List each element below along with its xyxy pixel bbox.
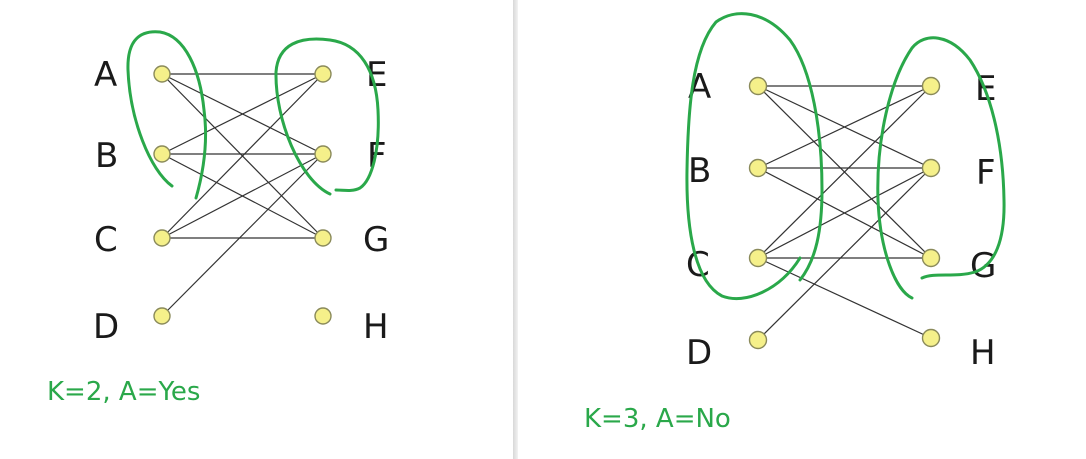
right-group-efg-circle	[876, 36, 1006, 300]
node-e	[314, 65, 332, 83]
label-h: H	[970, 333, 996, 373]
edge-c-e	[757, 85, 932, 259]
panel-divider	[513, 0, 518, 459]
edge-c-f	[161, 153, 324, 239]
left-graph: A B C D E F G H K=2, A=Yes	[47, 30, 389, 407]
node-a	[153, 65, 171, 83]
right-edges	[757, 85, 932, 341]
node-e	[921, 76, 941, 96]
edge-c-e	[161, 73, 324, 239]
node-b	[748, 158, 768, 178]
right-caption: K=3, A=No	[584, 404, 731, 434]
left-edges	[161, 73, 324, 317]
node-h	[921, 328, 941, 348]
left-caption: K=2, A=Yes	[47, 377, 200, 407]
node-c	[153, 229, 171, 247]
edge-b-e	[161, 73, 324, 155]
edge-c-f	[757, 167, 932, 259]
label-c: C	[94, 220, 118, 260]
left-group-ef-circle	[274, 37, 380, 196]
node-d	[153, 307, 171, 325]
label-b: B	[95, 136, 118, 176]
left-group-ab-circle	[126, 30, 208, 200]
node-h	[314, 307, 332, 325]
right-graph: A B C D E F G H K=3, A=No	[584, 12, 1006, 434]
edge-d-f	[161, 153, 324, 317]
edge-b-e	[757, 85, 932, 169]
label-d: D	[93, 307, 119, 347]
label-a: A	[94, 55, 117, 95]
label-e: E	[366, 55, 387, 95]
label-h: H	[363, 307, 389, 347]
label-b: B	[688, 151, 711, 191]
node-b	[153, 145, 171, 163]
edge-d-f	[757, 167, 932, 341]
node-c	[748, 248, 768, 268]
label-d: D	[686, 333, 712, 373]
right-group-abc-circle	[685, 12, 824, 301]
node-g	[314, 229, 332, 247]
node-a	[748, 76, 768, 96]
node-f	[314, 145, 332, 163]
node-g	[921, 248, 941, 268]
label-g: G	[363, 220, 389, 260]
label-f: F	[976, 153, 996, 193]
node-f	[921, 158, 941, 178]
edge-c-h	[757, 257, 932, 339]
node-d	[748, 330, 768, 350]
